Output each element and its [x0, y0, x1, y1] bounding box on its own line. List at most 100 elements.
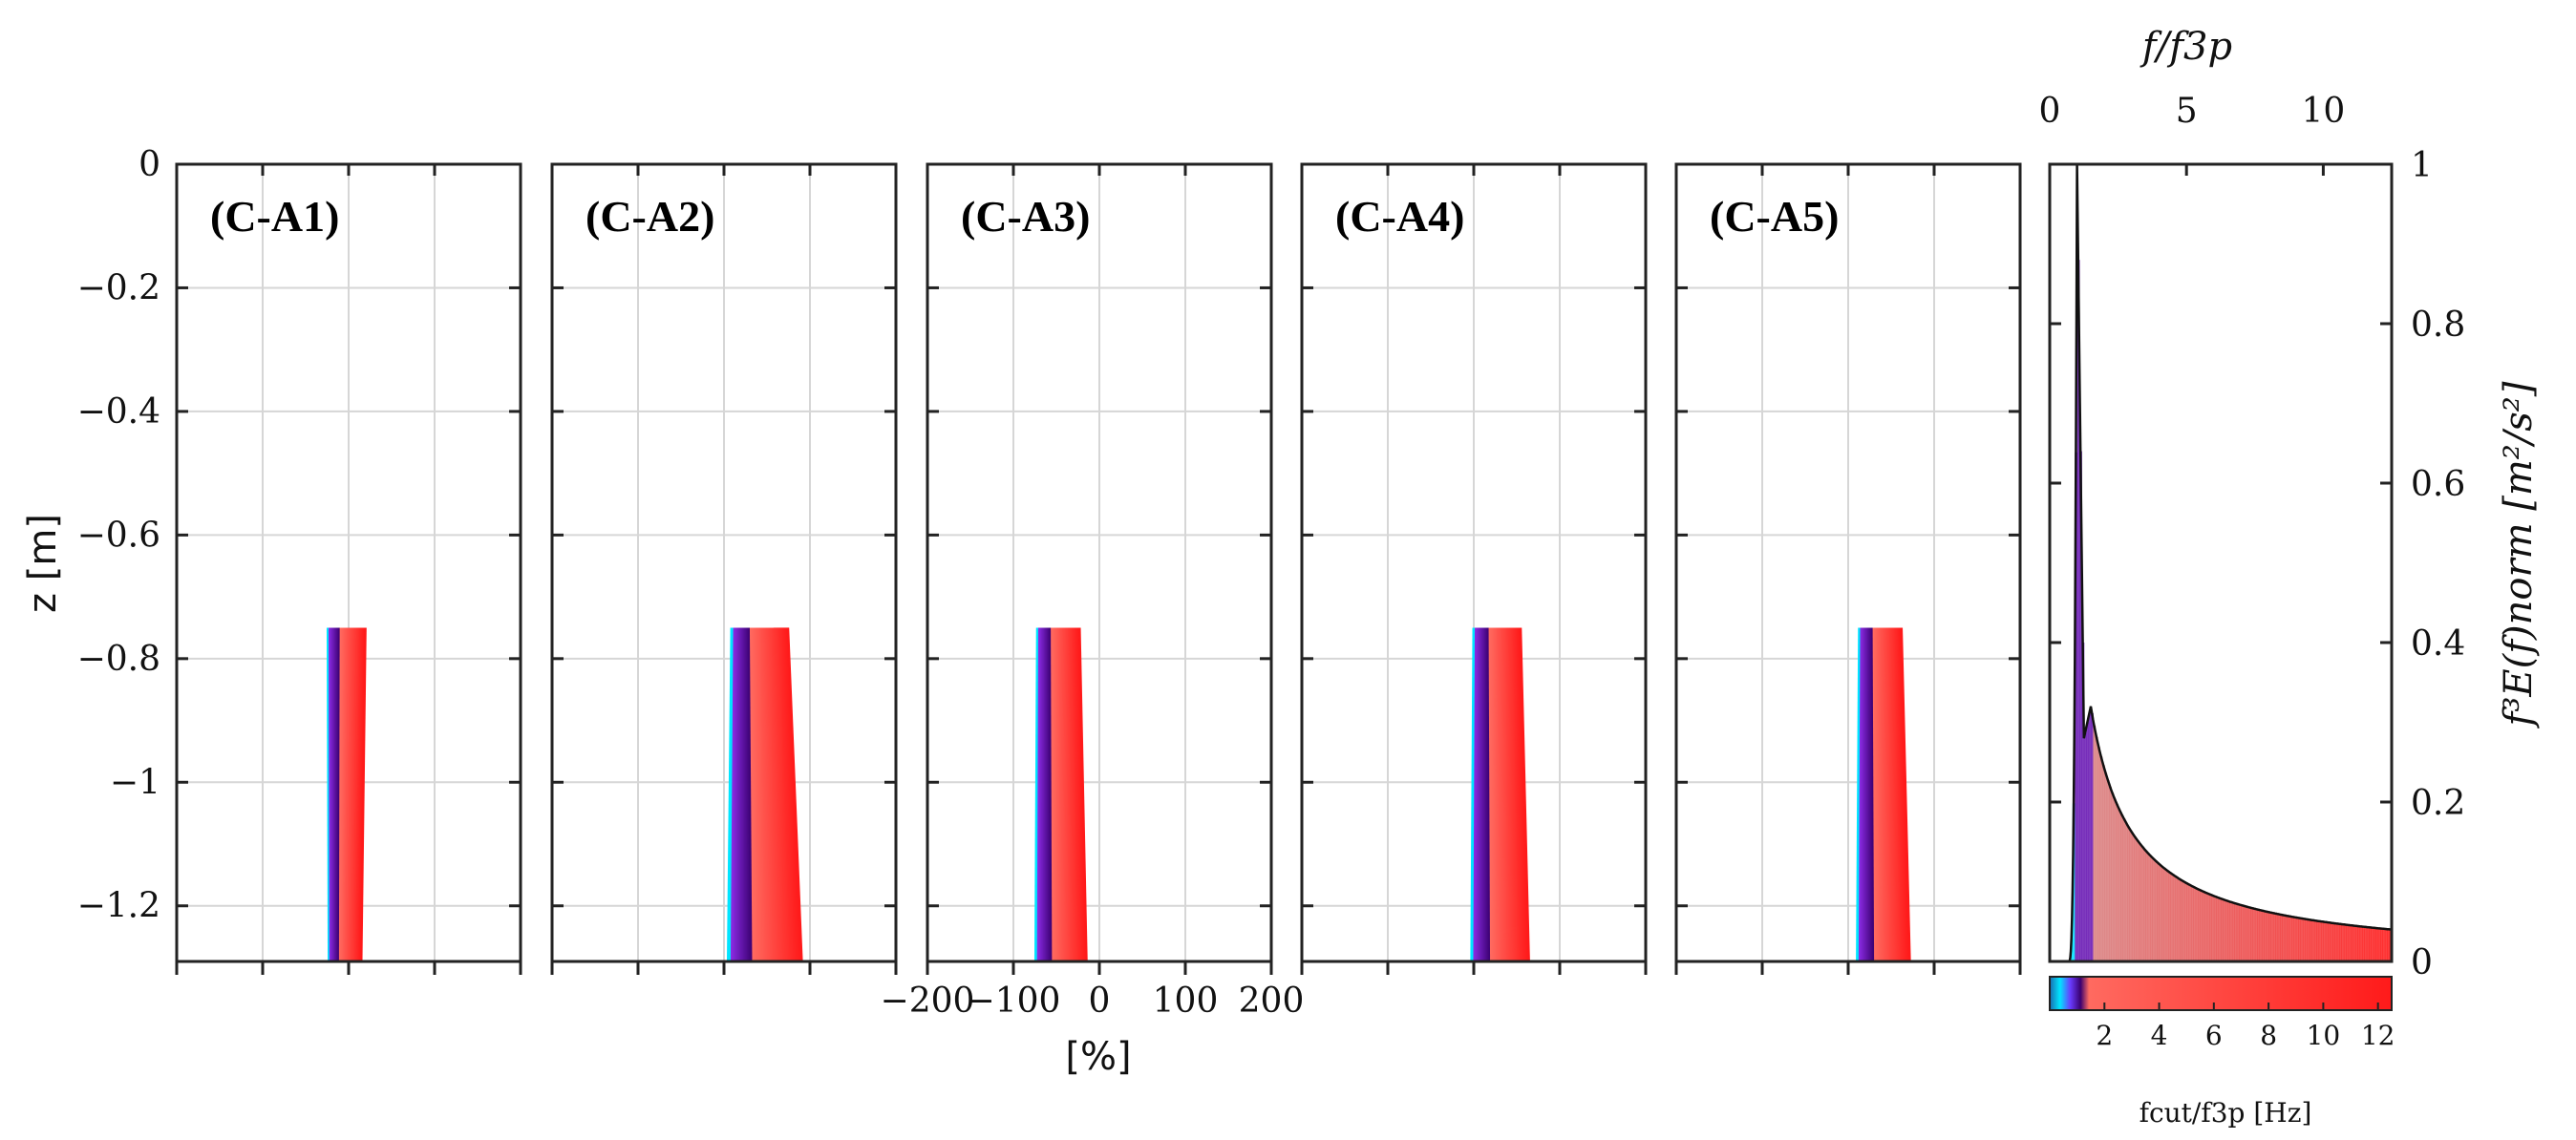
- profile-line: [758, 627, 766, 962]
- spectrum-bar: [2090, 712, 2094, 961]
- x-tick-label: −100: [967, 982, 1061, 1021]
- profile-line: [768, 627, 778, 962]
- profile-line: [779, 627, 794, 962]
- spectrum-bar: [2369, 927, 2373, 961]
- profile-line: [766, 627, 776, 962]
- x-tick-label: 200: [1239, 982, 1305, 1021]
- spectrum-bar: [2206, 893, 2210, 961]
- spectrum-bar: [2211, 895, 2215, 961]
- spectrum-bar: [2295, 918, 2299, 961]
- spectrum-bar: [2165, 870, 2169, 961]
- spectrum-y-tick-label: 1: [2411, 146, 2433, 185]
- profile-line: [775, 627, 787, 962]
- profile-line: [761, 627, 770, 962]
- spectrum-bar: [2075, 452, 2078, 961]
- profile-line: [1078, 627, 1088, 962]
- spectrum-bar: [2252, 908, 2256, 961]
- spectrum-bar: [2097, 747, 2101, 961]
- spectrum-bar: [2280, 915, 2283, 961]
- y-tick-label: −0.8: [77, 640, 160, 679]
- colorbar-tick-label: 10: [2307, 1020, 2341, 1051]
- spectrum-bar: [2095, 736, 2098, 961]
- spectrum-bar: [2277, 914, 2281, 961]
- spectrum-bar: [2175, 876, 2179, 961]
- spectrum-bar: [2300, 918, 2304, 961]
- profile-line: [777, 627, 791, 962]
- spectrum-y-tick-label: 0.6: [2411, 465, 2465, 504]
- profile-line: [1520, 627, 1530, 962]
- profile-line: [765, 627, 775, 962]
- spectrum-bar: [2136, 840, 2140, 961]
- spectrum-bar: [2334, 923, 2338, 961]
- y-tick-label: −0.6: [77, 516, 160, 555]
- colorbar-tick-label: 2: [2096, 1020, 2113, 1051]
- profile-line: [777, 627, 790, 962]
- profile-line: [778, 627, 792, 962]
- spectrum-bar: [2377, 928, 2381, 961]
- spectrum-bar: [2113, 798, 2117, 961]
- spectrum-bar: [2161, 866, 2164, 961]
- colorbar-tick-label: 8: [2260, 1020, 2277, 1051]
- y-tick-label: 0: [138, 145, 160, 184]
- spectrum-bar: [2221, 898, 2224, 961]
- x-axis-tick-labels: −200−100 0 100 200: [881, 982, 1305, 1021]
- profile-line: [769, 627, 779, 962]
- spectrum-bar: [2168, 872, 2171, 961]
- spectrum-bar: [2328, 922, 2331, 961]
- spectrum-bar: [2150, 856, 2153, 961]
- profile-line: [756, 627, 762, 962]
- spectrum-bar: [2225, 900, 2228, 961]
- profile-line: [756, 627, 763, 962]
- spectrum-bar: [2266, 911, 2269, 961]
- profile-line: [776, 627, 788, 962]
- panel-label: (C-A1): [210, 192, 339, 241]
- spectrum-bar: [2190, 886, 2194, 961]
- spectrum-bar: [2198, 889, 2202, 961]
- x-tick-label: 100: [1153, 982, 1219, 1021]
- y-tick-label: −1: [110, 763, 160, 802]
- profile-line: [771, 627, 782, 962]
- spectrum-bar: [2284, 915, 2288, 961]
- spectrum-panel: 00.20.40.60.810 5 10: [2039, 92, 2466, 982]
- profile-line: [1901, 627, 1911, 962]
- spectrum-bar: [2268, 912, 2272, 961]
- spectrum-bar: [2076, 260, 2080, 961]
- spectrum-bar: [2305, 918, 2309, 961]
- spectrum-bar: [2118, 809, 2121, 961]
- profile-line: [748, 627, 754, 962]
- panel-label: (C-A2): [585, 192, 714, 241]
- spectrum-bar: [2241, 905, 2245, 961]
- spectrum-bar: [2375, 928, 2379, 961]
- spectrum-bar: [2341, 924, 2345, 961]
- spectrum-bar: [2247, 907, 2251, 961]
- spectrum-bar: [2163, 868, 2167, 961]
- profile-line: [787, 627, 803, 962]
- spectrum-bar: [2339, 923, 2342, 961]
- profile-line: [754, 627, 761, 962]
- panel-4: (C-A4): [1300, 162, 1648, 975]
- spectrum-bar: [2227, 900, 2231, 961]
- spectrum-bar: [2311, 919, 2315, 961]
- spectrum-bar: [2182, 880, 2185, 961]
- spectrum-bar: [2293, 917, 2297, 961]
- profile-line: [770, 627, 781, 962]
- spectrum-bar: [2310, 919, 2312, 961]
- spectrum-top-axis-title: f/f3p: [2140, 25, 2232, 69]
- profile-line: [753, 627, 759, 962]
- spectrum-bar: [2325, 921, 2329, 961]
- profile-line: [752, 627, 758, 962]
- profile-line: [749, 627, 755, 962]
- spectrum-bar: [2183, 882, 2187, 961]
- spectrum-x-tick-label: 5: [2176, 92, 2198, 131]
- colorbar-tick-label: 6: [2205, 1020, 2223, 1051]
- profile-line: [750, 627, 756, 962]
- profile-panels: (C-A1) (C-A2) (C-A3) (C-A4) (C-A5): [175, 162, 2022, 975]
- spectrum-bar: [2257, 909, 2261, 961]
- profile-line: [762, 627, 771, 962]
- spectrum-bar: [2364, 926, 2368, 961]
- spectrum-bar: [2195, 888, 2199, 961]
- spectrum-bar: [2261, 910, 2265, 961]
- profile-line: [785, 627, 801, 962]
- spectrum-bar: [2348, 924, 2352, 961]
- spectrum-bar: [2200, 890, 2203, 961]
